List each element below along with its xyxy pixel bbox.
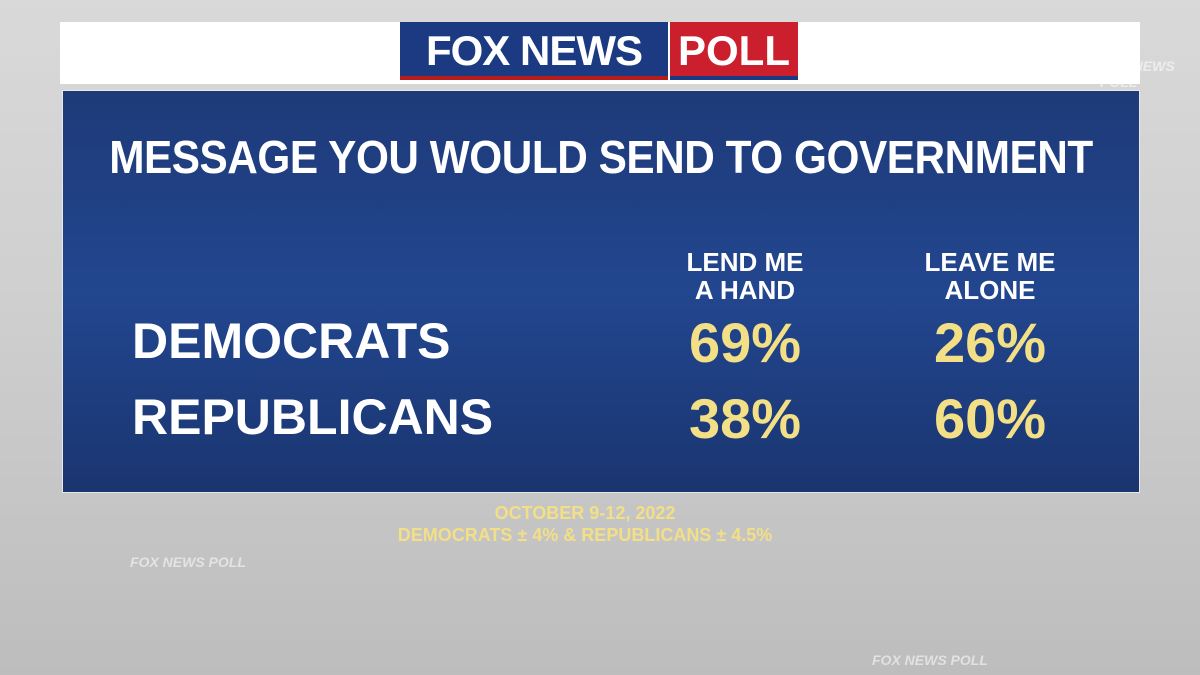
cell-value: 38%: [688, 387, 802, 450]
column-header: LEND ME: [686, 247, 804, 277]
footer-date: OCTOBER 9-12, 2022: [494, 503, 676, 523]
title: MESSAGE YOU WOULD SEND TO GOVERNMENT: [109, 131, 1093, 183]
cell-value: 69%: [688, 311, 802, 374]
panel: [62, 90, 1140, 493]
poll-label: POLL: [670, 22, 798, 80]
column-header: A HAND: [694, 275, 796, 305]
brand: FOX NEWS: [400, 22, 668, 80]
column-header: ALONE: [944, 275, 1036, 305]
cell-value: 60%: [933, 387, 1047, 450]
footer-margin: DEMOCRATS ± 4% & REPUBLICANS ± 4.5%: [397, 525, 773, 545]
row-label: DEMOCRATS: [132, 313, 451, 369]
column-header: LEAVE ME: [924, 247, 1056, 277]
watermark: FOX NEWS POLL: [872, 652, 988, 668]
watermark: FOX NEWS POLL: [130, 554, 246, 570]
row-label: REPUBLICANS: [132, 389, 494, 445]
cell-value: 26%: [933, 311, 1047, 374]
